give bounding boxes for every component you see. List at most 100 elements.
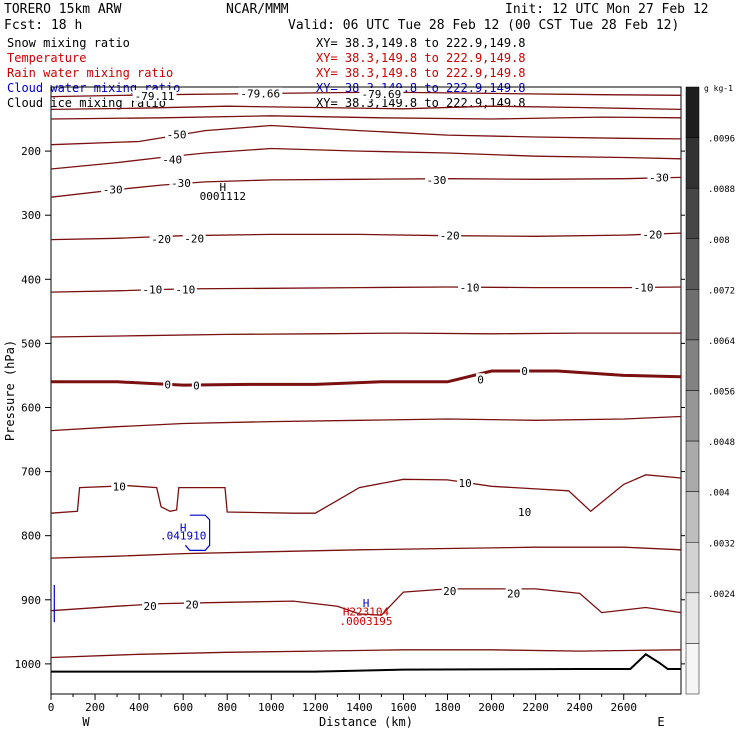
contour-label-bg: [640, 228, 664, 240]
x-tick-label: 1600: [390, 701, 417, 714]
contour-label-bg: [160, 153, 184, 165]
contour-label: -10: [142, 284, 162, 297]
temperature-contour: [51, 369, 682, 387]
contour-label-bg: [140, 283, 164, 295]
temperature-contour: [50, 415, 682, 432]
colorbar-tick-label: .0096: [708, 135, 735, 145]
temperature-contour: [50, 124, 682, 146]
contour-label-bg: [632, 281, 656, 293]
contour-label: -30: [427, 174, 447, 187]
field-label-temperature: Temperature: [7, 51, 86, 65]
temperature-contour: [50, 332, 681, 338]
y-tick-label: 700: [21, 466, 41, 479]
x-tick-label: 2200: [522, 701, 549, 714]
contour-label-bg: [520, 364, 530, 376]
max-label: .0003195: [340, 615, 393, 628]
temperature-contour: [50, 105, 682, 111]
contour-label: -20: [440, 230, 460, 243]
x-tick-label: 0: [48, 701, 55, 714]
colorbar-swatch: [685, 289, 700, 341]
y-tick-label: 800: [21, 530, 41, 543]
max-label: H223104: [343, 605, 390, 618]
y-tick-label: 900: [21, 594, 41, 607]
contour-label-bg: [238, 87, 283, 99]
temperature-contour: [50, 474, 682, 514]
temperature-contour: [50, 176, 682, 198]
contour-label-bg: [458, 281, 482, 293]
contour-label: -79.69: [362, 88, 402, 101]
contour-label: 0: [477, 373, 484, 386]
y-tick-label: 1000: [15, 658, 42, 671]
x-tick-label: 800: [217, 701, 237, 714]
y-tick-label: 600: [21, 401, 41, 414]
x-tick-label: 200: [85, 701, 105, 714]
field-xy-snow: XY= 38.3,149.8 to 222.9,149.8: [316, 36, 526, 50]
field-label-rain: Rain water mixing ratio: [7, 66, 173, 80]
x-tick-label: 400: [129, 701, 149, 714]
model-title: TORERO 15km ARW: [4, 2, 122, 17]
y-tick-label: 300: [21, 209, 41, 222]
x-tick-label: 1400: [346, 701, 373, 714]
contour-label-bg: [182, 232, 206, 244]
temperature-contour: [50, 147, 682, 170]
contour-label-bg: [169, 177, 193, 189]
colorbar-swatch: [685, 390, 700, 442]
colorbar-swatch: [685, 491, 700, 543]
temperature-contour: [50, 115, 682, 120]
plot-frame: [50, 86, 682, 695]
contour-label: -20: [184, 232, 204, 245]
x-end-label-e: E: [657, 715, 664, 729]
colorbar-swatch: [685, 339, 700, 391]
y-axis-label: Pressure (hPa): [3, 340, 17, 441]
contour-label: -50: [167, 128, 187, 141]
contour-label-bg: [438, 229, 462, 241]
contour-label-bg: [424, 173, 448, 185]
y-tick-label: 500: [21, 337, 41, 350]
contour-label: 10: [518, 506, 531, 519]
colorbar-tick-label: .0088: [708, 185, 735, 195]
contour-label-bg: [149, 232, 173, 244]
max-label: H: [180, 521, 187, 534]
contour-label: 20: [144, 600, 157, 613]
colorbar-swatch: [685, 137, 700, 189]
y-tick-label: 400: [21, 273, 41, 286]
contour-label-bg: [165, 128, 189, 140]
colorbar-tick-label: .008: [708, 236, 730, 246]
contour-label: -30: [103, 184, 123, 197]
contour-label: -40: [162, 153, 182, 166]
contour-label-bg: [163, 378, 173, 390]
field-label-snow: Snow mixing ratio: [7, 36, 130, 50]
colorbar-tick-label: .004: [708, 489, 730, 499]
temperature-contour: [50, 546, 682, 559]
x-tick-label: 1000: [258, 701, 285, 714]
temperature-contour: [50, 286, 682, 293]
colorbar-swatch: [685, 542, 700, 594]
center-title: NCAR/MMM: [226, 2, 289, 17]
x-tick-label: 2000: [478, 701, 505, 714]
contour-label: -79.11: [135, 90, 175, 103]
contour-label-bg: [142, 600, 159, 612]
forecast-hour: Fcst: 18 h: [4, 18, 82, 33]
colorbar-swatch: [685, 592, 700, 644]
x-end-label-w: W: [82, 715, 90, 729]
contour-label-bg: [457, 477, 474, 489]
contour-label: -30: [171, 177, 191, 190]
x-tick-label: 2600: [610, 701, 637, 714]
contour-label-bg: [647, 171, 671, 183]
x-tick-label: 1800: [434, 701, 461, 714]
contour-label: 10: [113, 480, 126, 493]
x-tick-label: 2400: [566, 701, 593, 714]
max-label: H: [220, 181, 227, 194]
colorbar-swatch: [685, 643, 700, 695]
contour-label: 20: [443, 585, 456, 598]
contour-label: -10: [634, 282, 654, 295]
contour-label-bg: [476, 373, 486, 385]
colorbar-tick-label: .0064: [708, 337, 735, 347]
init-time: Init: 12 UTC Mon 27 Feb 12: [505, 2, 709, 17]
contour-label-bg: [183, 598, 200, 610]
max-label: 0001112: [200, 190, 246, 203]
field-xy-temperature: XY= 38.3,149.8 to 222.9,149.8: [316, 51, 526, 65]
temperature-contour: [50, 232, 682, 241]
temperature-contour: [50, 649, 682, 659]
